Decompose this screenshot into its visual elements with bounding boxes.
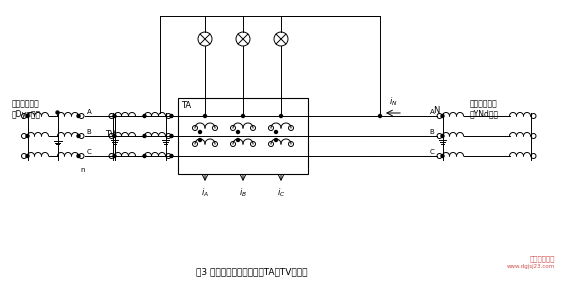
Circle shape bbox=[441, 114, 444, 118]
Text: TA: TA bbox=[181, 101, 191, 110]
Circle shape bbox=[279, 114, 282, 118]
Circle shape bbox=[113, 135, 116, 137]
Circle shape bbox=[26, 154, 29, 158]
Text: n: n bbox=[81, 167, 85, 173]
Circle shape bbox=[170, 154, 173, 158]
Circle shape bbox=[378, 114, 382, 118]
Text: N: N bbox=[433, 106, 440, 115]
Circle shape bbox=[274, 131, 278, 133]
Text: 送电端变压器
为Dyn接线: 送电端变压器 为Dyn接线 bbox=[12, 99, 41, 119]
Circle shape bbox=[143, 154, 146, 158]
Text: TV: TV bbox=[105, 130, 116, 139]
Text: $i_N$: $i_N$ bbox=[389, 95, 397, 108]
Text: B: B bbox=[86, 129, 91, 135]
Text: A: A bbox=[86, 109, 91, 115]
Circle shape bbox=[170, 114, 173, 118]
Text: $i_B$: $i_B$ bbox=[239, 186, 247, 199]
Circle shape bbox=[77, 135, 80, 137]
Circle shape bbox=[77, 114, 80, 118]
Circle shape bbox=[170, 135, 173, 137]
Text: www.dgjsj23.com: www.dgjsj23.com bbox=[507, 264, 555, 269]
Circle shape bbox=[26, 135, 29, 137]
Circle shape bbox=[56, 111, 59, 114]
Circle shape bbox=[241, 114, 244, 118]
Circle shape bbox=[274, 139, 278, 141]
Text: B: B bbox=[430, 129, 435, 135]
Text: C: C bbox=[86, 149, 91, 155]
Circle shape bbox=[198, 131, 202, 133]
Circle shape bbox=[198, 139, 202, 141]
Circle shape bbox=[441, 135, 444, 137]
Text: C: C bbox=[430, 149, 435, 155]
Circle shape bbox=[143, 114, 146, 118]
Text: 受电端变压器
为YNd接线: 受电端变压器 为YNd接线 bbox=[470, 99, 499, 119]
Circle shape bbox=[113, 114, 116, 118]
Text: 图3 三相四线有功电能表带TA、TV接线图: 图3 三相四线有功电能表带TA、TV接线图 bbox=[197, 267, 308, 276]
Circle shape bbox=[77, 154, 80, 158]
Text: $i_C$: $i_C$ bbox=[277, 186, 285, 199]
Circle shape bbox=[143, 135, 146, 137]
Text: A: A bbox=[430, 109, 435, 115]
Circle shape bbox=[236, 139, 240, 141]
Text: $i_A$: $i_A$ bbox=[201, 186, 209, 199]
Circle shape bbox=[26, 114, 29, 118]
Circle shape bbox=[441, 154, 444, 158]
Bar bbox=[178, 98, 308, 174]
Text: 电工技术之家: 电工技术之家 bbox=[529, 255, 555, 262]
Circle shape bbox=[236, 131, 240, 133]
Circle shape bbox=[113, 154, 116, 158]
Circle shape bbox=[203, 114, 207, 118]
